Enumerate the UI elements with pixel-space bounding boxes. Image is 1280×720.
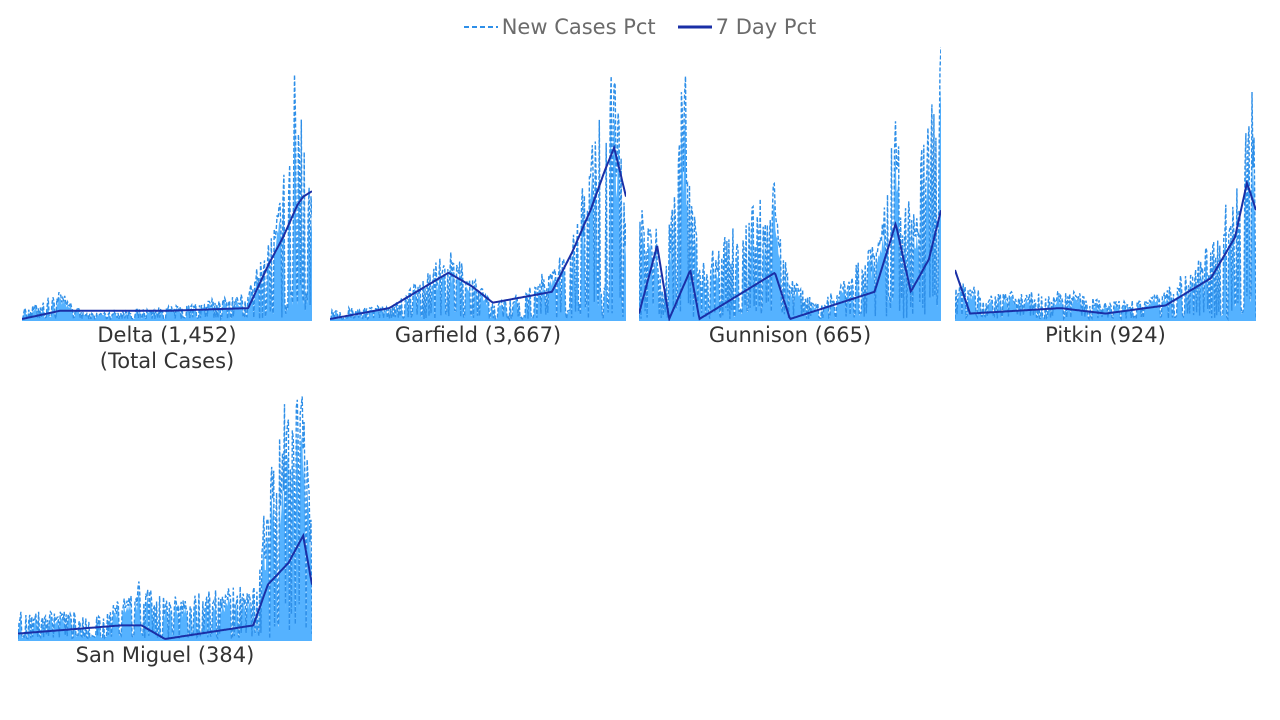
county-chart [330,76,626,321]
county-chart [22,74,312,321]
county-panel: Delta (1,452) (Total Cases) [22,45,312,378]
legend-label-new-cases: New Cases Pct [501,15,656,39]
solid-line-swatch-icon [677,25,712,29]
legend-item-new-cases: New Cases Pct [463,15,656,39]
county-title: Gunnison (665) [708,323,872,347]
seven-day-pct-line [330,144,626,320]
county-chart [18,396,312,641]
county-label: San Miguel (384) [18,642,312,668]
new-cases-pct-line [22,74,312,321]
county-subtitle: (Total Cases) [99,349,235,373]
new-cases-area [955,126,1256,321]
new-cases-pct-line [330,76,626,321]
new-cases-pct-line [18,396,312,641]
county-title: Garfield (3,667) [394,323,562,347]
seven-day-pct-line [22,190,312,320]
legend-label-7-day: 7 Day Pct [715,15,817,39]
chart-legend: New Cases Pct 7 Day Pct [0,12,1280,42]
new-cases-area [18,432,312,641]
seven-day-pct-line [18,532,312,640]
new-cases-area [330,112,626,321]
county-chart [639,46,941,321]
county-chart [955,91,1256,321]
new-cases-pct-line [639,46,941,320]
county-label: Delta (1,452) (Total Cases) [22,322,312,374]
county-label: Garfield (3,667) [330,322,626,348]
county-label: Gunnison (665) [639,322,941,348]
county-panel: San Miguel (384) [18,365,312,698]
seven-day-pct-line [955,179,1256,315]
dashed-line-swatch-icon [463,26,498,28]
county-panel: Garfield (3,667) [330,45,626,378]
legend-item-7-day: 7 Day Pct [677,15,817,39]
county-panel: Pitkin (924) [955,45,1256,378]
county-label: Pitkin (924) [955,322,1256,348]
county-title: Pitkin (924) [1045,323,1166,347]
seven-day-pct-line [639,209,941,321]
county-panel: Gunnison (665) [639,45,941,378]
county-title: Delta (1,452) [97,323,237,347]
county-title: San Miguel (384) [75,643,255,667]
new-cases-area [22,111,312,321]
new-cases-pct-line [955,91,1256,321]
new-cases-area [639,87,941,321]
